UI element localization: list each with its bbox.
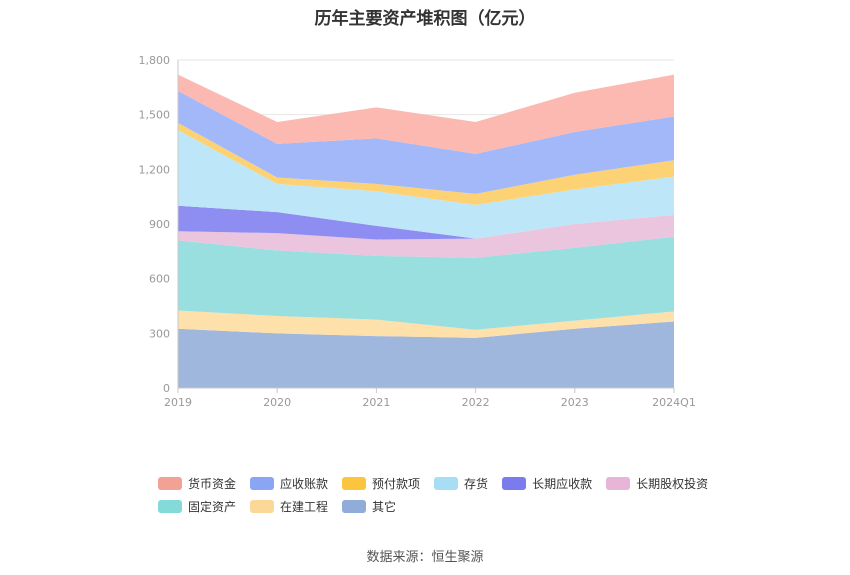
legend-label: 固定资产 xyxy=(188,500,237,514)
legend-row-1: 货币资金 应收账款 预付款项 存货 长期应收款 长期股权投资 xyxy=(158,472,758,495)
legend-swatch xyxy=(250,500,275,513)
stacked-area-chart: 0 300 600 900 1,200 1,500 1,800 2019 2020 2021 202… xyxy=(139,54,696,409)
legend-swatch xyxy=(158,477,182,490)
legend-item-inventory[interactable]: 存货 xyxy=(434,475,488,492)
area-series xyxy=(178,236,674,330)
legend-item-long-term-receivables[interactable]: 长期应收款 xyxy=(502,475,592,492)
x-tick-label: 2022 xyxy=(462,396,490,409)
legend-label: 应收账款 xyxy=(280,477,329,491)
y-tick-label: 0 xyxy=(163,382,170,395)
y-tick-label: 300 xyxy=(149,327,170,340)
x-tick-label: 2021 xyxy=(362,396,390,409)
legend-swatch xyxy=(158,500,182,513)
area-series xyxy=(178,122,674,205)
y-tick-label: 600 xyxy=(149,273,170,286)
area-series xyxy=(178,214,674,258)
legend-swatch xyxy=(502,477,527,490)
legend-item-other[interactable]: 其它 xyxy=(342,498,396,515)
area-series xyxy=(178,205,674,240)
area-series xyxy=(178,310,674,338)
legend-item-receivables[interactable]: 应收账款 xyxy=(250,475,328,492)
legend-item-construction[interactable]: 在建工程 xyxy=(250,498,328,515)
x-tick-label: 2020 xyxy=(263,396,291,409)
legend-swatch xyxy=(606,477,631,490)
y-tick-label: 1,800 xyxy=(139,54,171,67)
legend-item-prepayments[interactable]: 预付款项 xyxy=(342,475,420,492)
x-tick-label: 2019 xyxy=(164,396,192,409)
y-tick-label: 1,200 xyxy=(139,163,171,176)
area-series xyxy=(178,321,674,388)
legend: 货币资金 应收账款 预付款项 存货 长期应收款 长期股权投资 固定资产 xyxy=(158,472,758,518)
legend-label: 其它 xyxy=(372,500,397,514)
legend-item-cash[interactable]: 货币资金 xyxy=(158,475,236,492)
legend-swatch xyxy=(342,500,367,513)
legend-swatch xyxy=(250,477,275,490)
area-series xyxy=(178,90,674,194)
legend-item-fixed-assets[interactable]: 固定资产 xyxy=(158,498,236,515)
chart-title: 历年主要资产堆积图（亿元） xyxy=(314,9,536,29)
legend-label: 在建工程 xyxy=(280,500,329,514)
legend-row-2: 固定资产 在建工程 其它 xyxy=(158,495,758,518)
y-tick-label: 900 xyxy=(149,218,170,231)
x-tick-label: 2023 xyxy=(561,396,589,409)
legend-label: 存货 xyxy=(464,477,489,491)
legend-item-long-term-equity[interactable]: 长期股权投资 xyxy=(606,475,708,492)
area-series xyxy=(178,130,674,239)
legend-label: 预付款项 xyxy=(372,477,421,491)
data-source: 数据来源：恒生聚源 xyxy=(366,550,484,565)
legend-swatch xyxy=(342,477,367,490)
x-tick-label: 2024Q1 xyxy=(652,396,696,409)
legend-label: 长期应收款 xyxy=(532,477,593,491)
legend-label: 长期股权投资 xyxy=(636,477,709,491)
legend-swatch xyxy=(434,477,459,490)
y-tick-label: 1,500 xyxy=(139,109,171,122)
legend-label: 货币资金 xyxy=(188,477,237,491)
area-series xyxy=(178,74,674,154)
